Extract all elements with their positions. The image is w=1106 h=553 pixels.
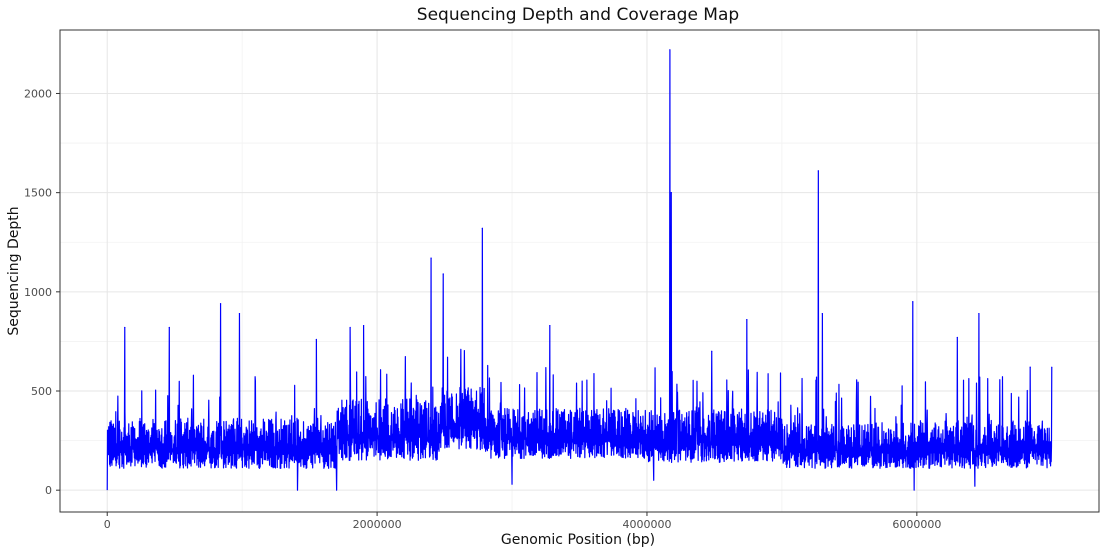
- depth-peak-point: [670, 192, 672, 194]
- depth-peak-point: [912, 301, 914, 303]
- depth-peak-point: [711, 350, 713, 352]
- depth-peak-point: [549, 324, 551, 327]
- x-tick-label: 4000000: [622, 518, 671, 531]
- depth-peak-point: [168, 326, 170, 329]
- plot-area: [106, 49, 1053, 491]
- depth-peak-point: [349, 326, 351, 329]
- y-tick-label: 0: [45, 484, 52, 497]
- depth-peak-point: [1029, 366, 1031, 368]
- depth-peak-point: [481, 227, 483, 229]
- y-tick-label: 500: [31, 385, 52, 398]
- chart-title: Sequencing Depth and Coverage Map: [417, 5, 739, 25]
- x-tick-label: 6000000: [892, 518, 941, 531]
- x-axis-ticks: 0 2000000 4000000 6000000: [104, 512, 941, 531]
- depth-peak-point: [1051, 366, 1053, 368]
- x-axis-label: Genomic Position (bp): [501, 532, 655, 548]
- y-axis-label: Sequencing Depth: [6, 206, 22, 335]
- y-tick-label: 2000: [24, 87, 52, 100]
- depth-peak-point: [746, 318, 748, 321]
- panel-border: [59, 29, 1100, 513]
- y-tick-label: 1500: [24, 187, 52, 200]
- depth-series-line: [106, 49, 1053, 491]
- depth-peak-point: [124, 326, 126, 329]
- depth-peak-point: [363, 324, 365, 327]
- depth-peak-point: [315, 338, 317, 341]
- depth-peak-point: [238, 313, 241, 315]
- x-tick-label: 2000000: [353, 518, 402, 531]
- depth-peak-point: [821, 313, 823, 315]
- depth-peak-point: [442, 273, 444, 275]
- x-tick-label: 0: [104, 518, 111, 531]
- depth-peak-point: [669, 49, 671, 51]
- depth-peak-point: [956, 336, 958, 339]
- depth-peak-point: [978, 313, 980, 315]
- depth-peak-point: [430, 257, 432, 259]
- y-axis-ticks: 0 500 1000 1500 2000: [24, 87, 60, 497]
- depth-peak-point: [817, 170, 819, 172]
- depth-peak-point: [219, 303, 222, 305]
- y-tick-label: 1000: [24, 286, 52, 299]
